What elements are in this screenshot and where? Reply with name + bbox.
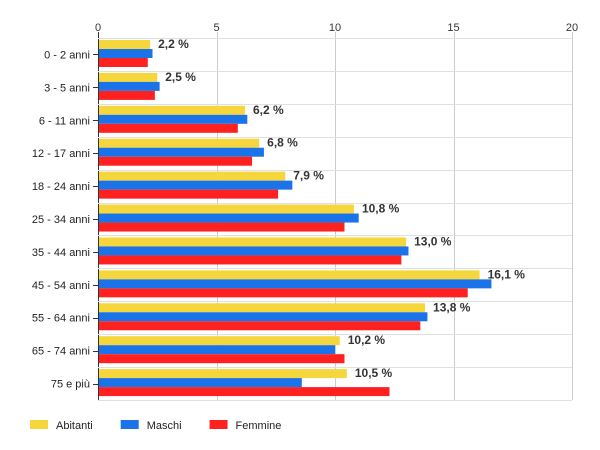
bar-abitanti (99, 303, 426, 313)
bar-femmine (99, 123, 238, 133)
x-tick-label: 0 (95, 22, 101, 34)
bar-maschi (99, 49, 153, 58)
bar-abitanti (99, 270, 480, 280)
legend-label-abitanti: Abitanti (56, 420, 93, 432)
category-label: 3 - 5 anni (44, 82, 90, 94)
legend-label-maschi: Maschi (147, 420, 182, 432)
x-tick-label: 20 (566, 22, 578, 34)
bar-femmine (99, 255, 402, 265)
bar-femmine (99, 90, 155, 100)
legend-swatch-maschi (120, 420, 139, 429)
data-label: 13,8 % (433, 300, 471, 314)
x-tick-label: 15 (447, 22, 459, 34)
bar-femmine (99, 387, 390, 397)
data-label: 13,0 % (414, 234, 452, 248)
bar-femmine (99, 222, 345, 232)
bar-femmine (99, 354, 345, 364)
bar-abitanti (99, 40, 151, 49)
category-label: 45 - 54 anni (32, 280, 90, 292)
data-label: 2,2 % (158, 37, 189, 51)
bar-abitanti (99, 171, 286, 181)
bar-abitanti (99, 138, 260, 148)
bar-maschi (99, 213, 359, 223)
bar-femmine (99, 156, 253, 166)
bar-maschi (99, 378, 302, 388)
data-label: 10,8 % (362, 202, 400, 216)
category-label: 35 - 44 anni (32, 247, 90, 259)
bar-maschi (99, 279, 492, 289)
category-label: 12 - 17 anni (32, 148, 90, 160)
legend-label-femmine: Femmine (236, 420, 282, 432)
bar-maschi (99, 81, 160, 91)
category-label: 65 - 74 anni (32, 346, 90, 358)
data-label: 16,1 % (488, 267, 526, 281)
grid (93, 32, 573, 401)
bar-femmine (99, 58, 148, 67)
bar-femmine (99, 321, 421, 331)
x-tick-label: 10 (329, 22, 341, 34)
bar-maschi (99, 312, 428, 322)
data-label: 10,5 % (355, 366, 393, 380)
category-label: 55 - 64 anni (32, 313, 90, 325)
category-label: 25 - 34 anni (32, 214, 90, 226)
bar-femmine (99, 189, 279, 199)
data-label: 6,2 % (253, 103, 284, 117)
labels: 0 5 10 15 20 0 - 2 anni 3 - 5 anni 6 - 11 anni 1… (32, 22, 578, 391)
bar-maschi (99, 345, 335, 355)
bars (99, 40, 492, 397)
data-label: 6,8 % (267, 136, 298, 150)
category-label: 18 - 24 anni (32, 181, 90, 193)
category-label: 6 - 11 anni (39, 115, 90, 127)
legend-swatch-femmine (209, 420, 228, 429)
x-tick-label: 5 (213, 22, 219, 34)
legend-swatch-abitanti (30, 420, 48, 429)
bar-maschi (99, 114, 248, 124)
bar-abitanti (99, 72, 158, 82)
bar-maschi (99, 246, 409, 256)
bar-abitanti (99, 336, 340, 346)
bar-abitanti (99, 204, 354, 214)
legend: Abitanti Maschi Femmine (30, 420, 281, 432)
bar-abitanti (99, 105, 245, 115)
data-label: 7,9 % (293, 169, 324, 183)
bar-abitanti (99, 369, 347, 379)
category-label: 75 e più (51, 379, 90, 391)
category-label: 0 - 2 anni (44, 49, 90, 61)
bar-maschi (99, 180, 293, 190)
bar-femmine (99, 288, 468, 298)
bar-abitanti (99, 237, 407, 247)
data-label: 10,2 % (348, 333, 386, 347)
data-label: 2,5 % (165, 70, 196, 84)
bar-maschi (99, 147, 264, 157)
